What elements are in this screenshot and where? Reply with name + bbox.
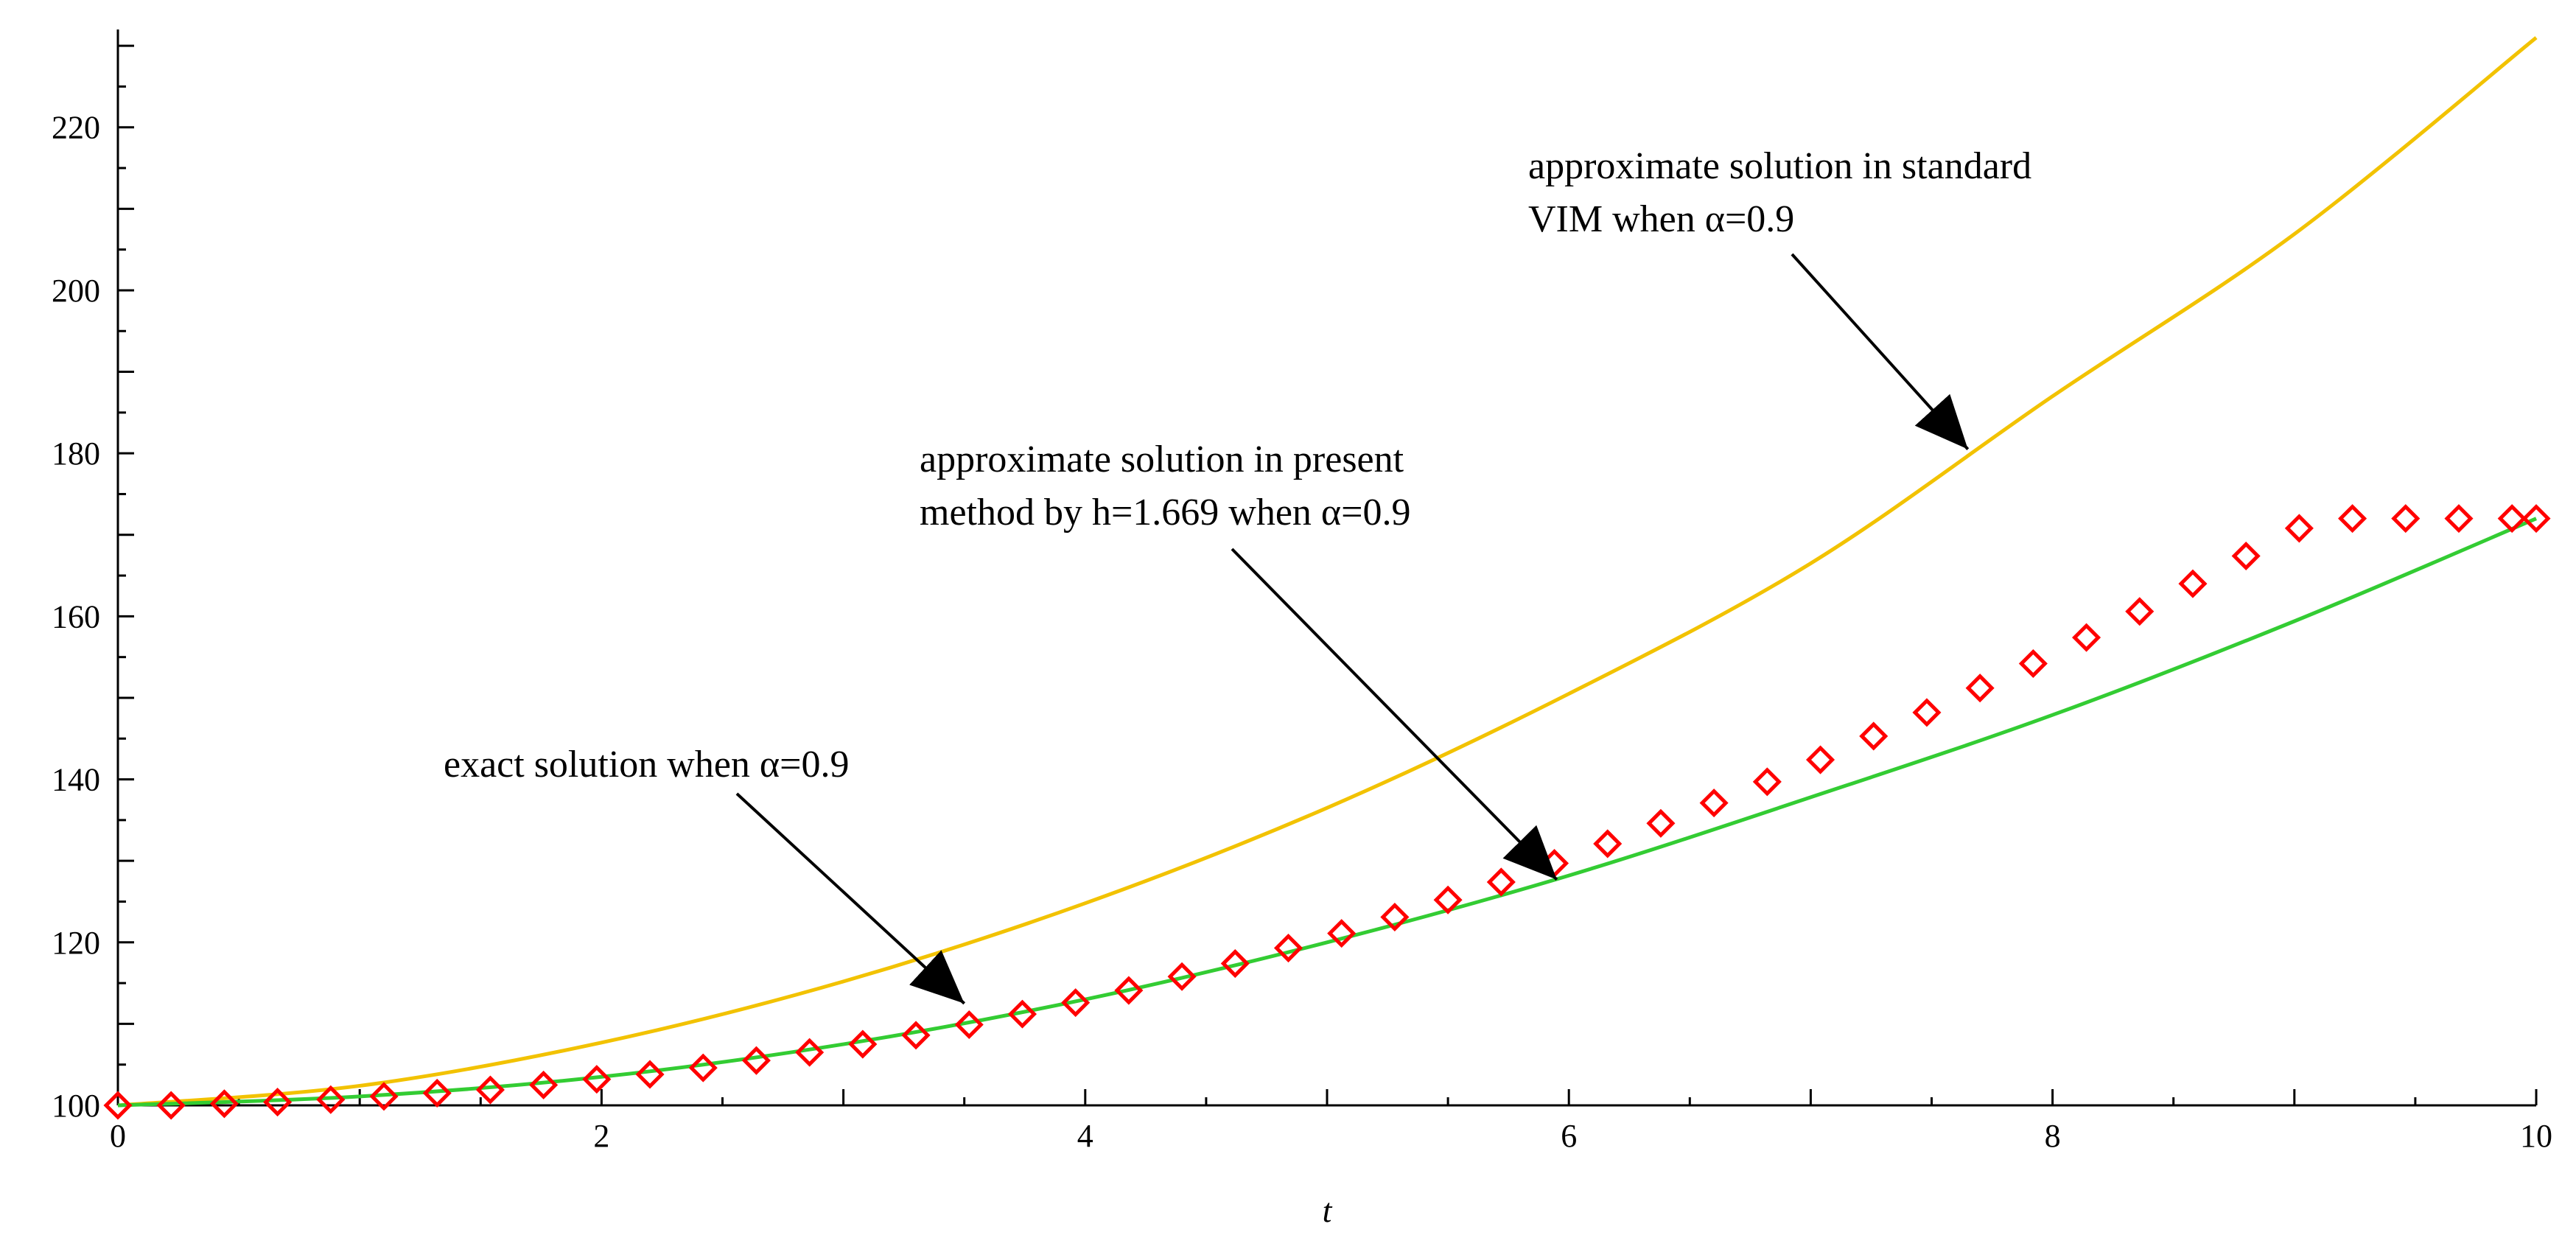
x-tick-label: 8 xyxy=(2045,1118,2061,1154)
diamond-marker xyxy=(1593,829,1623,858)
diamond-marker xyxy=(848,1029,878,1059)
x-tick-label: 4 xyxy=(1077,1118,1093,1154)
y-tick-label: 140 xyxy=(52,762,100,798)
diamond-marker xyxy=(741,1046,771,1075)
diamond-marker xyxy=(103,1091,133,1120)
annotation-2: exact solution when α=0.9 xyxy=(444,744,966,1005)
diamond-marker xyxy=(1061,988,1091,1018)
diamond-marker xyxy=(635,1060,665,1089)
diamond-marker xyxy=(1912,698,1942,727)
annotation-text: approximate solution in present xyxy=(920,438,1404,480)
diamond-marker xyxy=(1380,902,1410,932)
y-tick-label: 220 xyxy=(52,110,100,146)
annotation-0: approximate solution in standard VIM when… xyxy=(1528,145,2031,450)
diamond-marker xyxy=(1752,767,1782,797)
diamond-marker xyxy=(2338,504,2367,534)
series-line-0 xyxy=(117,36,2538,1108)
series-line-1 xyxy=(117,517,2537,1108)
diamond-marker xyxy=(263,1088,293,1117)
diamond-marker xyxy=(1007,999,1037,1029)
annotation-1: approximate solution in present method by… xyxy=(920,438,1558,881)
annotation-text: VIM when α=0.9 xyxy=(1528,198,1794,240)
diamond-marker xyxy=(1167,962,1197,991)
x-tick-label: 6 xyxy=(1561,1118,1577,1154)
annotation-text: exact solution when α=0.9 xyxy=(444,744,849,786)
diamond-marker xyxy=(2284,514,2314,543)
diamond-marker xyxy=(422,1078,452,1108)
diamond-marker xyxy=(1327,919,1357,948)
diamond-marker xyxy=(2178,569,2208,598)
annotation-text: method by h=1.669 when α=0.9 xyxy=(920,492,1411,534)
diamond-marker xyxy=(1859,721,1889,751)
diamond-marker xyxy=(2391,504,2421,534)
diamond-marker xyxy=(1646,808,1676,838)
plot-series xyxy=(103,36,2551,1120)
y-tick-label: 160 xyxy=(52,598,100,634)
diamond-marker xyxy=(1539,848,1569,878)
series-markers-2 xyxy=(103,504,2551,1120)
axes: 0 2 4 6 8 10 100 120 140 160 180 200 220 t xyxy=(52,29,2552,1229)
annotation-arrow xyxy=(1231,548,1558,881)
diamond-marker xyxy=(2231,541,2261,571)
diamond-marker xyxy=(1273,933,1303,963)
diamond-marker xyxy=(688,1053,718,1083)
diamond-marker xyxy=(1699,788,1729,818)
diamond-marker xyxy=(1486,867,1516,897)
annotation-text: approximate solution in standard xyxy=(1528,145,2031,187)
diamond-marker xyxy=(1433,885,1463,914)
diamond-marker xyxy=(2072,623,2101,652)
y-tick-label: 200 xyxy=(52,273,100,309)
x-tick-label: 0 xyxy=(110,1118,126,1154)
y-tick-label: 100 xyxy=(52,1088,100,1124)
diamond-marker xyxy=(2444,504,2474,534)
diamond-marker xyxy=(369,1082,399,1111)
x-axis-title: t xyxy=(1323,1192,1333,1229)
diamond-marker xyxy=(954,1010,984,1040)
diamond-marker xyxy=(529,1070,559,1099)
annotation-arrow xyxy=(735,792,966,1005)
diamond-marker xyxy=(209,1089,239,1119)
annotations: approximate solution in standard VIM when… xyxy=(444,145,2031,1005)
diamond-marker xyxy=(901,1021,931,1050)
diamond-marker xyxy=(2521,504,2551,534)
diamond-marker xyxy=(582,1065,612,1094)
annotation-arrow xyxy=(1791,253,1970,450)
y-tick-label: 180 xyxy=(52,436,100,472)
diamond-marker xyxy=(475,1075,505,1105)
diamond-marker xyxy=(2125,597,2155,626)
diamond-marker xyxy=(1805,745,1835,774)
diamond-marker xyxy=(1965,674,1995,703)
diamond-marker xyxy=(1114,976,1144,1005)
diamond-marker xyxy=(2018,648,2048,679)
diamond-marker xyxy=(1220,949,1250,979)
diamond-marker xyxy=(2497,504,2527,534)
x-tick-label: 10 xyxy=(2520,1118,2552,1154)
y-tick-label: 120 xyxy=(52,925,100,961)
diamond-marker xyxy=(156,1091,186,1120)
diamond-marker xyxy=(795,1038,825,1067)
diamond-marker xyxy=(316,1085,346,1114)
x-tick-label: 2 xyxy=(593,1118,609,1154)
